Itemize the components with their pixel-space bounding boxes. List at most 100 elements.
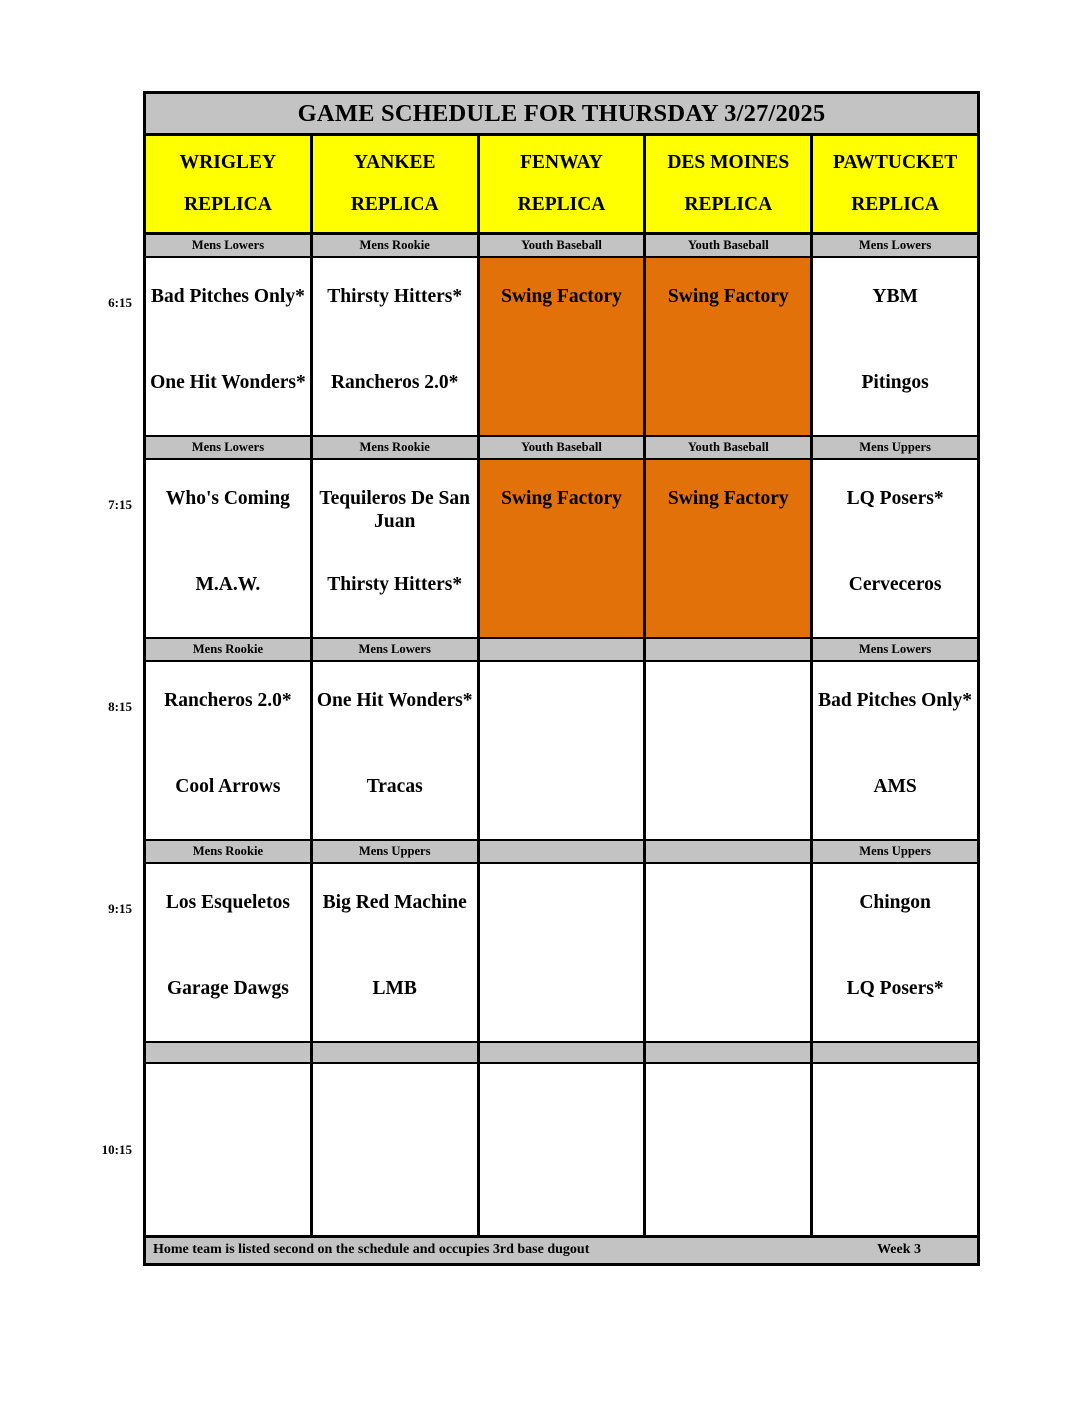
division-label: Mens Lowers (309, 637, 480, 662)
away-team: Who's Coming (165, 488, 290, 509)
game-cell[interactable] (643, 1062, 814, 1237)
away-team: Rancheros 2.0* (164, 690, 292, 711)
venue-header-des-moines[interactable]: DES MOINES REPLICA (643, 133, 814, 235)
venue-header-pawtucket[interactable]: PAWTUCKET REPLICA (810, 133, 981, 235)
venue-header-row: WRIGLEY REPLICA YANKEE REPLICA FENWAY REPLICA… (143, 133, 981, 235)
game-cell[interactable]: Swing Factory (476, 458, 647, 639)
footer-note: Home team is listed second on the schedu… (153, 1242, 590, 1257)
venue-name: YANKEE (353, 152, 436, 174)
game-cell[interactable] (476, 1062, 647, 1237)
home-team: Pitingos (861, 372, 929, 393)
venue-name: WRIGLEY (179, 152, 277, 174)
division-label (643, 1041, 814, 1064)
away-team: Bad Pitches Only* (818, 690, 973, 711)
away-team: YBM (872, 286, 918, 307)
home-team: M.A.W. (195, 574, 261, 595)
venue-header-fenway[interactable]: FENWAY REPLICA (476, 133, 647, 235)
game-row: Rancheros 2.0* Cool Arrows One Hit Wonders… (143, 660, 981, 841)
division-label (476, 1041, 647, 1064)
game-row (143, 1062, 981, 1237)
away-team: Swing Factory (667, 286, 789, 307)
away-team: One Hit Wonders* (316, 690, 473, 711)
division-label: Mens Uppers (309, 839, 480, 864)
game-cell[interactable]: LQ Posers* Cerveceros (810, 458, 981, 639)
game-cell[interactable] (309, 1062, 480, 1237)
game-cell[interactable]: YBM Pitingos (810, 256, 981, 437)
game-cell[interactable]: Tequileros De San Juan Thirsty Hitters* (309, 458, 480, 639)
game-cell[interactable]: Bad Pitches Only* One Hit Wonders* (143, 256, 313, 437)
home-team: Cool Arrows (175, 776, 281, 797)
division-label: Mens Lowers (810, 637, 981, 662)
game-schedule-table: GAME SCHEDULE FOR THURSDAY 3/27/2025 WRIG… (142, 91, 981, 1266)
division-row (143, 1041, 981, 1064)
division-label: Mens Rookie (143, 637, 313, 662)
time-label: 6:15 (108, 295, 132, 310)
home-team: One Hit Wonders* (150, 372, 306, 393)
venue-header-yankee[interactable]: YANKEE REPLICA (309, 133, 480, 235)
title-row: GAME SCHEDULE FOR THURSDAY 3/27/2025 (142, 91, 981, 136)
division-row: Mens Lowers Mens Rookie Youth Baseball Yout… (143, 232, 981, 258)
game-cell[interactable] (810, 1062, 981, 1237)
home-team: AMS (873, 776, 917, 797)
footer-row: Home team is listed second on the schedu… (142, 1234, 981, 1266)
home-team: Garage Dawgs (166, 978, 289, 999)
game-cell[interactable]: Who's Coming M.A.W. (143, 458, 313, 639)
division-label: Youth Baseball (476, 232, 647, 258)
division-row: Mens Rookie Mens Lowers Mens Lowers (143, 637, 981, 662)
away-team: Swing Factory (501, 488, 622, 509)
division-label (643, 637, 814, 662)
division-label: Youth Baseball (643, 435, 814, 460)
game-cell[interactable]: Chingon LQ Posers* (810, 862, 981, 1043)
game-cell[interactable]: One Hit Wonders* Tracas (309, 660, 480, 841)
division-label (643, 839, 814, 864)
game-cell[interactable] (476, 660, 647, 841)
away-team: Thirsty Hitters* (327, 286, 463, 307)
page-title: GAME SCHEDULE FOR THURSDAY 3/27/2025 (142, 91, 981, 136)
division-label (810, 1041, 981, 1064)
footer-week: Week 3 (877, 1242, 922, 1257)
home-team: Cerveceros (848, 574, 942, 595)
division-label: Mens Lowers (143, 232, 313, 258)
division-row: Mens Rookie Mens Uppers Mens Uppers (143, 839, 981, 864)
division-label: Youth Baseball (643, 232, 814, 258)
division-label (309, 1041, 480, 1064)
game-row: Who's Coming M.A.W. Tequileros De San Juan… (143, 458, 981, 639)
away-team: Big Red Machine (322, 892, 467, 913)
away-team: Chingon (859, 892, 931, 913)
venue-suffix: REPLICA (684, 193, 773, 215)
game-cell[interactable]: Swing Factory (643, 256, 814, 437)
time-label: 8:15 (108, 699, 132, 714)
game-cell[interactable]: Rancheros 2.0* Cool Arrows (143, 660, 313, 841)
game-cell[interactable]: Bad Pitches Only* AMS (810, 660, 981, 841)
game-cell[interactable]: Thirsty Hitters* Rancheros 2.0* (309, 256, 480, 437)
schedule-table-wrapper: GAME SCHEDULE FOR THURSDAY 3/27/2025 WRIG… (142, 91, 981, 1266)
venue-header-wrigley[interactable]: WRIGLEY REPLICA (143, 133, 313, 235)
division-row: Mens Lowers Mens Rookie Youth Baseball Yout… (143, 435, 981, 460)
division-label (476, 637, 647, 662)
game-cell[interactable]: Swing Factory (643, 458, 814, 639)
away-team: Tequileros De San Juan (319, 488, 470, 532)
game-cell[interactable] (143, 1062, 313, 1237)
venue-name: FENWAY (520, 152, 603, 174)
game-cell[interactable] (476, 862, 647, 1043)
time-label: 9:15 (108, 901, 132, 916)
division-label: Mens Rookie (309, 232, 480, 258)
game-cell[interactable] (643, 862, 814, 1043)
away-team: Swing Factory (501, 286, 622, 307)
game-cell[interactable] (643, 660, 814, 841)
game-cell[interactable]: Los Esqueletos Garage Dawgs (143, 862, 313, 1043)
game-cell[interactable]: Big Red Machine LMB (309, 862, 480, 1043)
home-team: Thirsty Hitters* (327, 574, 463, 595)
game-cell[interactable]: Swing Factory (476, 256, 647, 437)
venue-name: PAWTUCKET (832, 152, 958, 174)
home-team: Tracas (366, 776, 423, 797)
venue-suffix: REPLICA (184, 193, 272, 215)
home-team: LQ Posers* (846, 978, 944, 999)
game-row: Los Esqueletos Garage Dawgs Big Red Machin… (143, 862, 981, 1043)
away-team: Swing Factory (667, 488, 789, 509)
away-team: Bad Pitches Only* (150, 286, 305, 307)
venue-suffix: REPLICA (517, 193, 606, 215)
away-team: Los Esqueletos (165, 892, 290, 913)
venue-name: DES MOINES (667, 152, 790, 174)
